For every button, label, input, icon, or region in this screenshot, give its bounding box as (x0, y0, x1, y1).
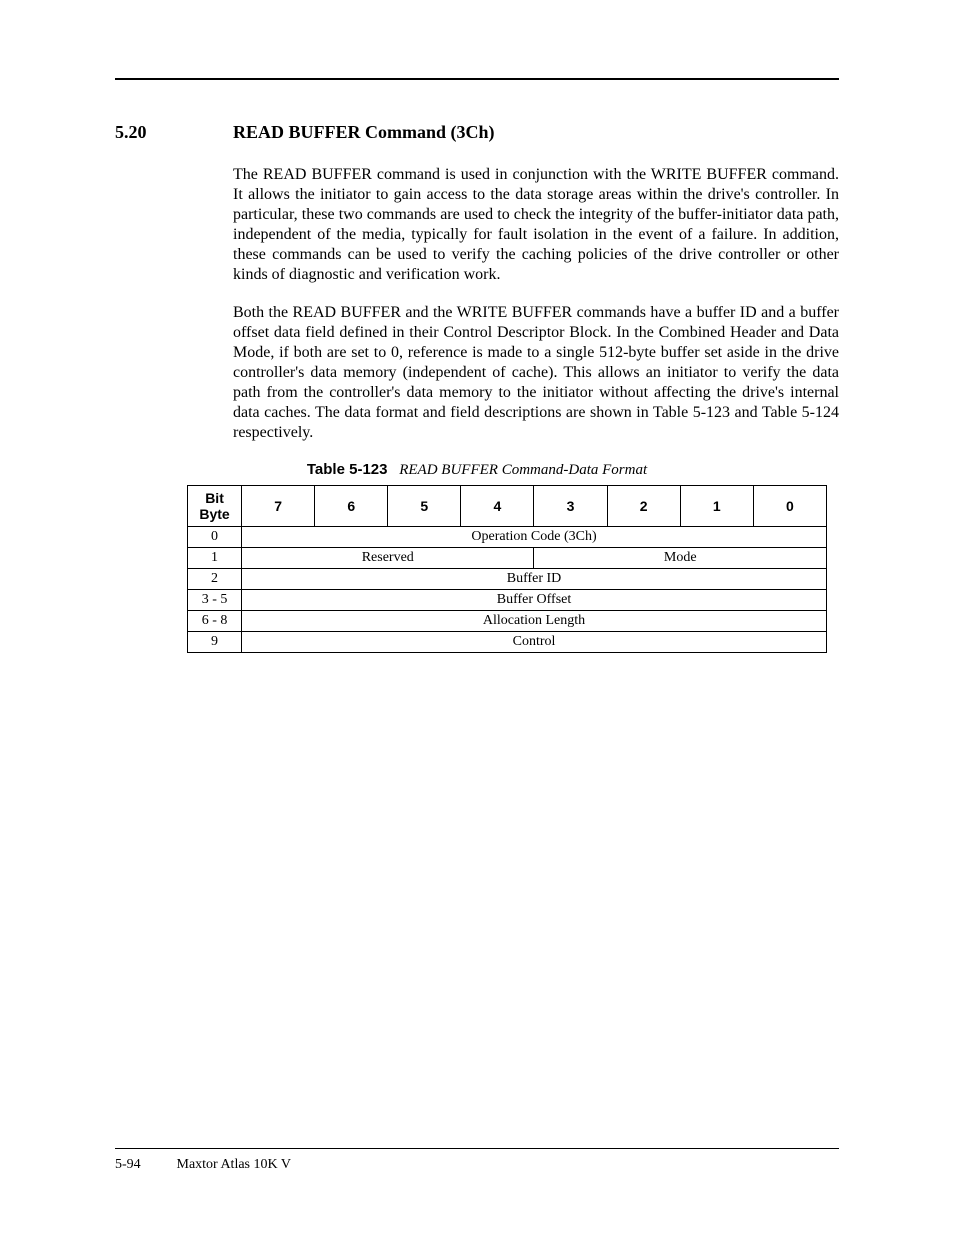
allocation-length-cell: Allocation Length (242, 611, 827, 632)
table-caption: Table 5-123 READ BUFFER Command-Data For… (115, 461, 839, 479)
corner-header-byte: Byte (199, 506, 229, 522)
control-cell: Control (242, 632, 827, 653)
table-row: 6 - 8 Allocation Length (188, 611, 827, 632)
command-data-format-table: Bit Byte 7 6 5 4 3 2 1 0 0 Operation Cod… (187, 485, 827, 653)
doc-title: Maxtor Atlas 10K V (177, 1157, 291, 1172)
bit-col-7: 7 (242, 486, 315, 527)
bit-col-1: 1 (680, 486, 753, 527)
buffer-offset-cell: Buffer Offset (242, 590, 827, 611)
section-heading: 5.20 READ BUFFER Command (3Ch) (115, 122, 839, 143)
mode-cell: Mode (534, 548, 827, 569)
table-header-row: Bit Byte 7 6 5 4 3 2 1 0 (188, 486, 827, 527)
footer-rule (115, 1148, 839, 1149)
page-footer: 5-94 Maxtor Atlas 10K V (115, 1148, 839, 1173)
bit-col-6: 6 (315, 486, 388, 527)
buffer-id-cell: Buffer ID (242, 569, 827, 590)
table-corner-header: Bit Byte (188, 486, 242, 527)
table-body: 0 Operation Code (3Ch) 1 Reserved Mode 2… (188, 527, 827, 653)
table-header: Bit Byte 7 6 5 4 3 2 1 0 (188, 486, 827, 527)
bit-col-4: 4 (461, 486, 534, 527)
paragraph-1: The READ BUFFER command is used in conju… (233, 165, 839, 285)
bit-col-5: 5 (388, 486, 461, 527)
paragraph-2: Both the READ BUFFER and the WRITE BUFFE… (233, 303, 839, 443)
corner-header-bit: Bit (205, 490, 224, 506)
table-label: Table 5-123 (307, 461, 388, 478)
table-title: READ BUFFER Command-Data Format (399, 462, 647, 478)
bit-col-3: 3 (534, 486, 607, 527)
table-row: 9 Control (188, 632, 827, 653)
byte-cell: 6 - 8 (188, 611, 242, 632)
bit-col-2: 2 (607, 486, 680, 527)
page-number: 5-94 (115, 1157, 173, 1173)
byte-cell: 1 (188, 548, 242, 569)
section-title: READ BUFFER Command (3Ch) (233, 122, 495, 143)
footer-text: 5-94 Maxtor Atlas 10K V (115, 1157, 839, 1173)
table-row: 3 - 5 Buffer Offset (188, 590, 827, 611)
byte-cell: 3 - 5 (188, 590, 242, 611)
byte-cell: 9 (188, 632, 242, 653)
page-container: 5.20 READ BUFFER Command (3Ch) The READ … (0, 0, 954, 1235)
reserved-cell: Reserved (242, 548, 534, 569)
section-number: 5.20 (115, 122, 233, 143)
body-text-block: The READ BUFFER command is used in conju… (233, 165, 839, 443)
table-row: 2 Buffer ID (188, 569, 827, 590)
bit-col-0: 0 (753, 486, 826, 527)
opcode-cell: Operation Code (3Ch) (242, 527, 827, 548)
byte-cell: 0 (188, 527, 242, 548)
table-row: 0 Operation Code (3Ch) (188, 527, 827, 548)
top-rule (115, 78, 839, 80)
byte-cell: 2 (188, 569, 242, 590)
table-row: 1 Reserved Mode (188, 548, 827, 569)
